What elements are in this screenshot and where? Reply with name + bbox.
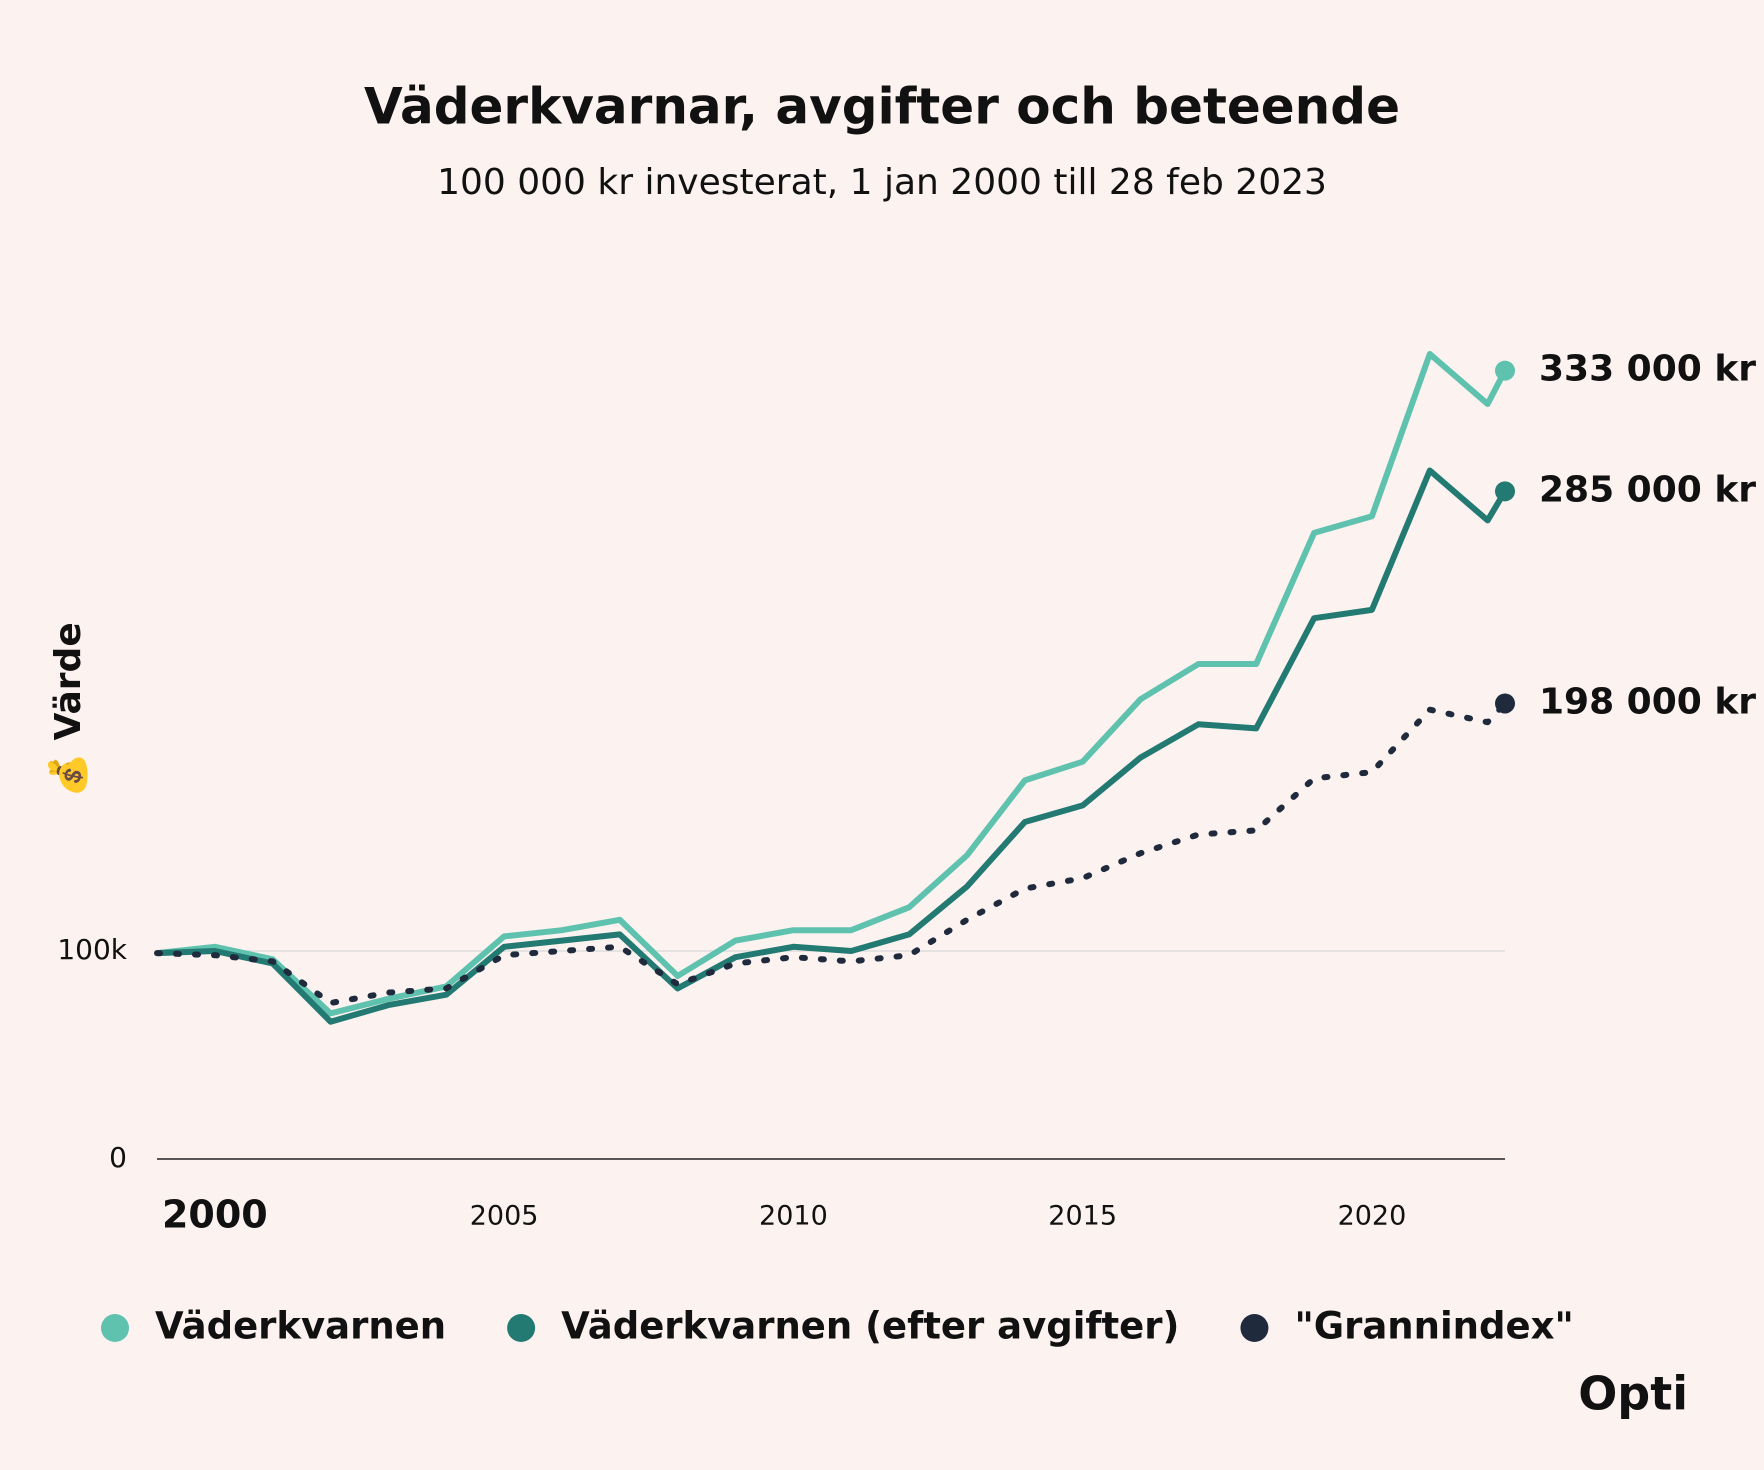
legend-label: Väderkvarnen bbox=[155, 1305, 446, 1348]
end-marker bbox=[1495, 360, 1515, 381]
x-tick-label: 2015 bbox=[1048, 1201, 1117, 1232]
chart-subtitle: 100 000 kr investerat, 1 jan 2000 till 2… bbox=[437, 162, 1327, 203]
chart-title: Väderkvarnar, avgifter och beteende bbox=[364, 78, 1400, 136]
x-tick-label: 2020 bbox=[1338, 1201, 1407, 1232]
end-marker bbox=[1495, 693, 1515, 714]
logo: Opti bbox=[1578, 1367, 1688, 1421]
legend-label: "Grannindex" bbox=[1294, 1305, 1573, 1348]
series-line bbox=[156, 467, 1508, 1025]
legend-label: Väderkvarnen (efter avgifter) bbox=[561, 1305, 1179, 1348]
y-tick-label: 0 bbox=[109, 1141, 127, 1174]
y-tick-label: 100k bbox=[57, 933, 127, 966]
legend-marker bbox=[1240, 1314, 1269, 1342]
legend-marker bbox=[101, 1314, 129, 1342]
legend-marker bbox=[507, 1314, 536, 1342]
end-marker bbox=[1495, 481, 1515, 502]
end-label: 285 000 kr bbox=[1539, 469, 1756, 510]
end-label: 198 000 kr bbox=[1539, 681, 1756, 722]
x-tick-label: 2000 bbox=[162, 1193, 268, 1237]
series-line bbox=[154, 700, 1508, 1006]
x-tick-label: 2010 bbox=[759, 1201, 828, 1232]
series-line bbox=[156, 351, 1508, 1017]
end-label: 333 000 kr bbox=[1539, 349, 1756, 390]
x-tick-label: 2005 bbox=[470, 1201, 539, 1232]
y-axis-label: 💰 Värde bbox=[47, 622, 89, 797]
